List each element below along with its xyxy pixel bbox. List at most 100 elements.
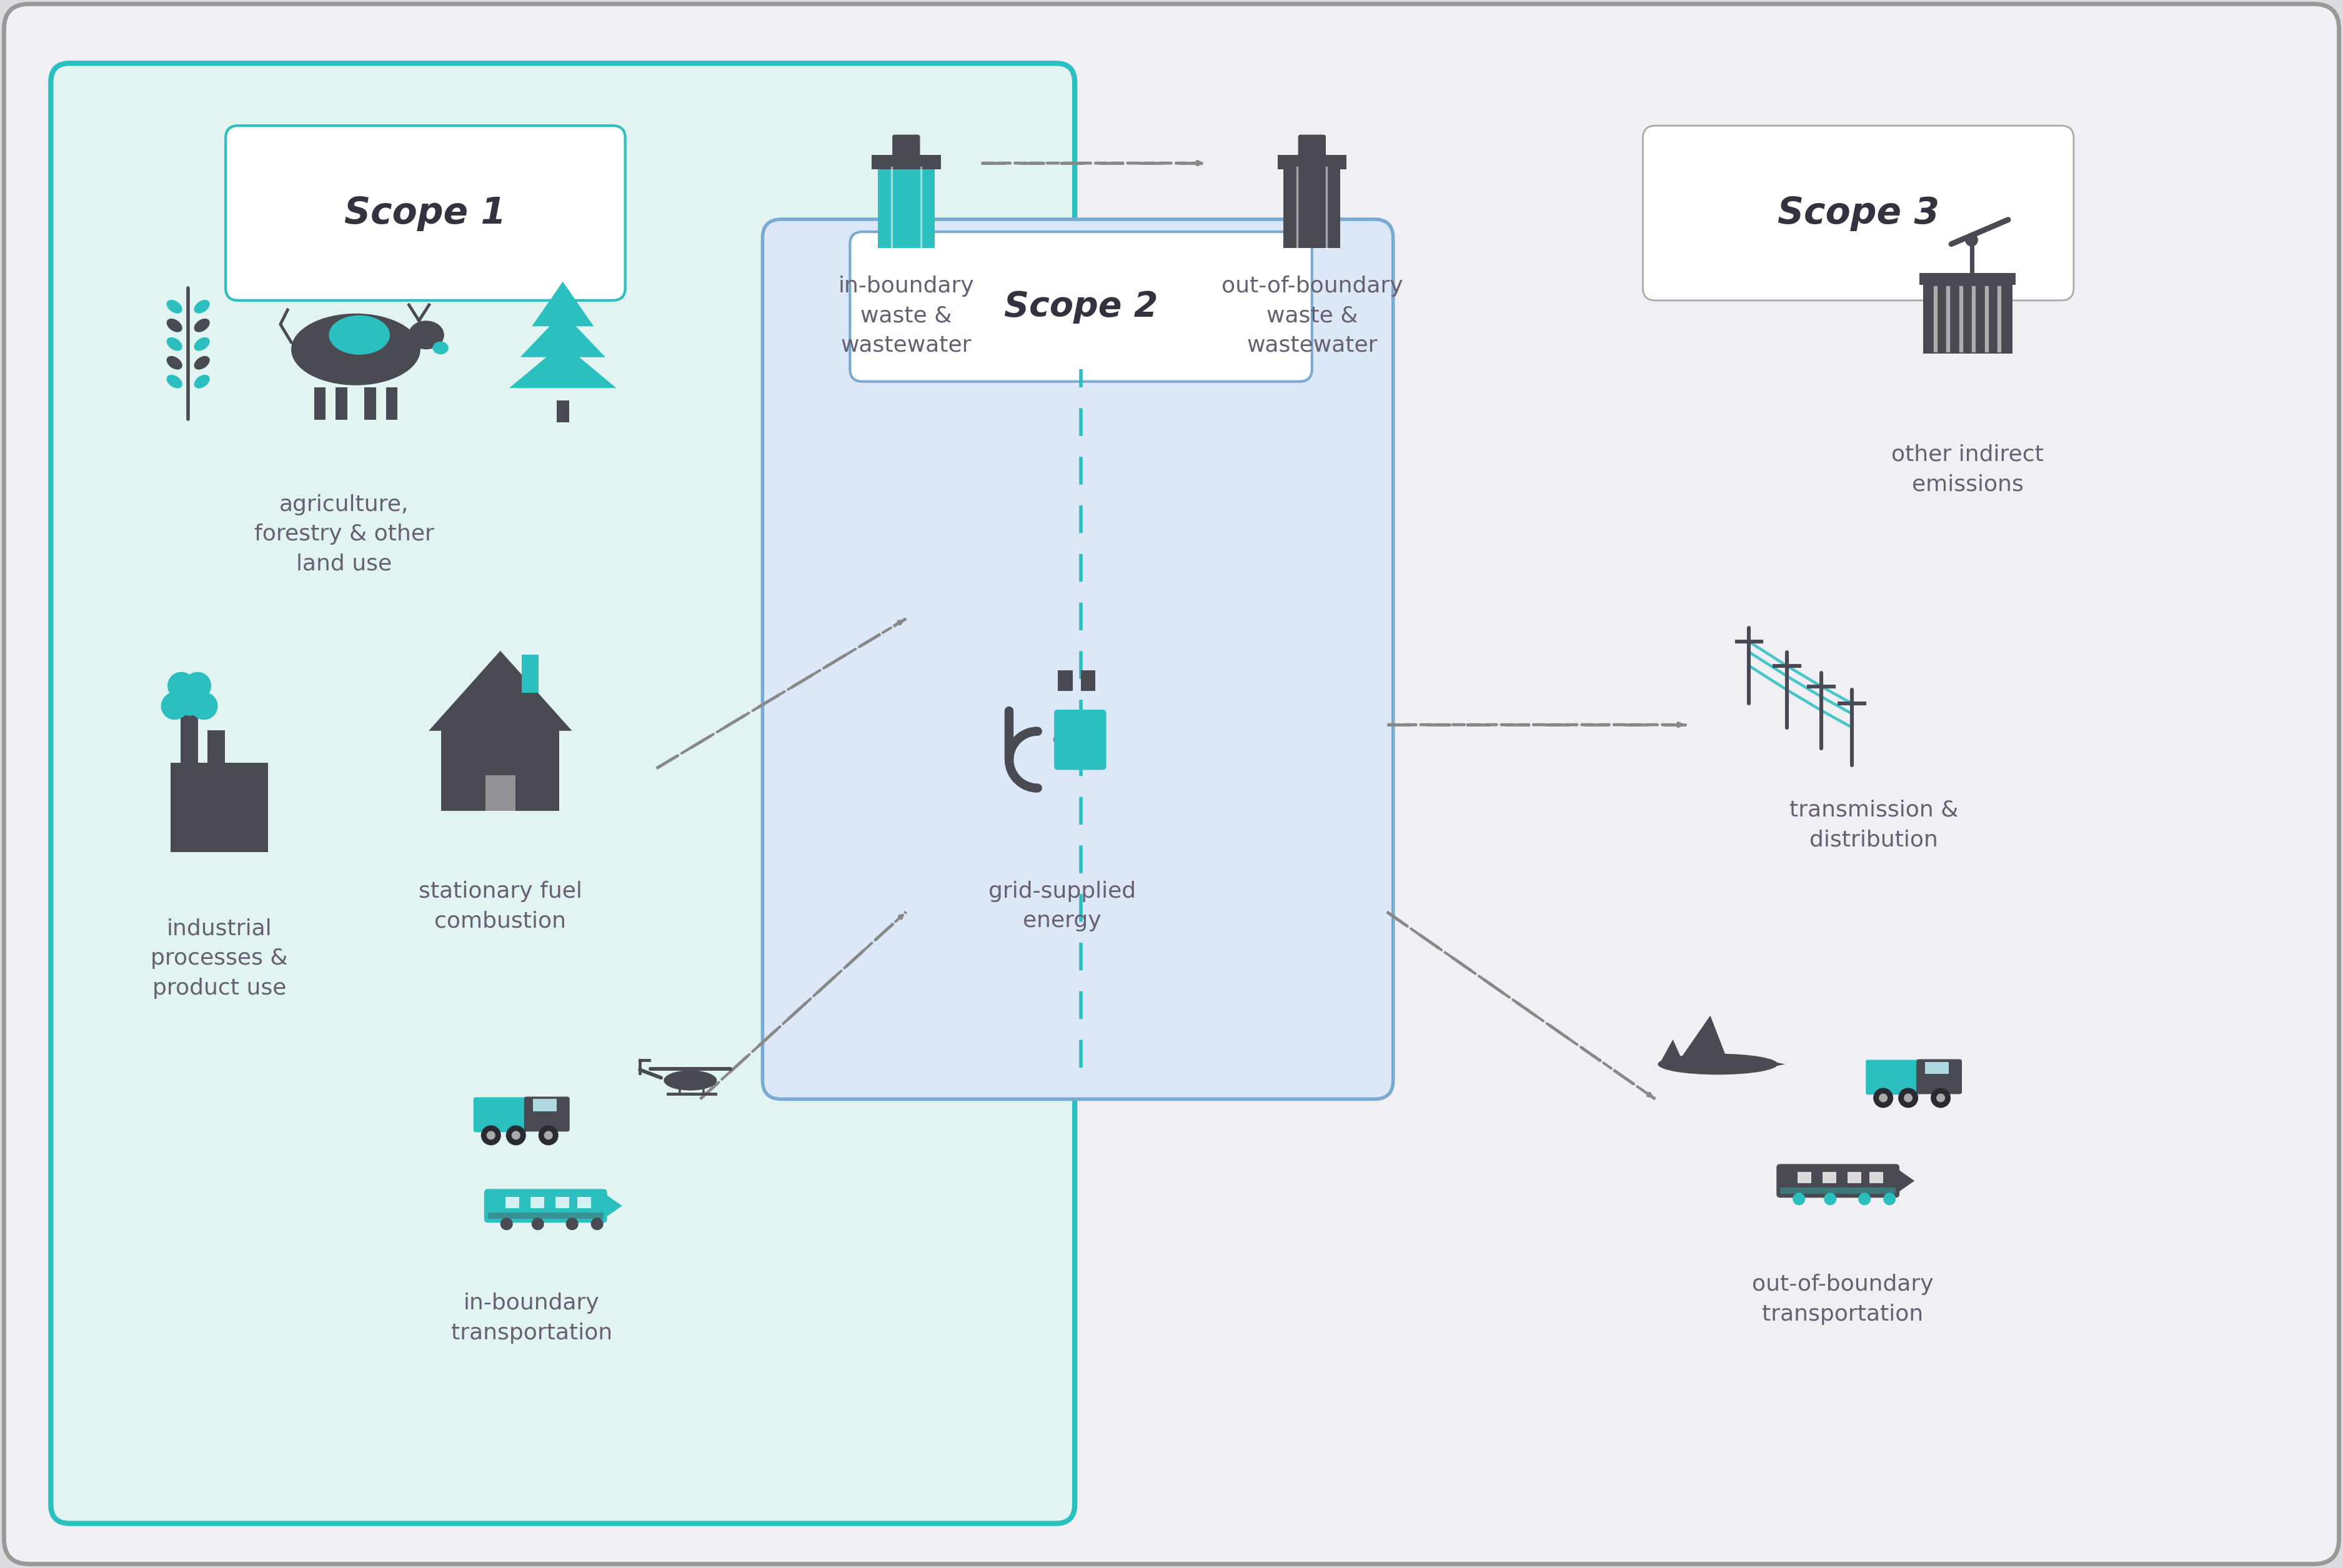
Text: grid-supplied
energy: grid-supplied energy	[989, 881, 1136, 931]
Text: out-of-boundary
waste &
wastewater: out-of-boundary waste & wastewater	[1221, 276, 1403, 356]
FancyBboxPatch shape	[761, 220, 1394, 1099]
FancyBboxPatch shape	[1776, 1163, 1900, 1198]
Bar	[440, 726, 560, 811]
Circle shape	[1935, 1093, 1945, 1102]
Bar	[335, 387, 347, 420]
Ellipse shape	[194, 356, 211, 370]
Circle shape	[1879, 1093, 1888, 1102]
FancyBboxPatch shape	[5, 5, 2338, 1563]
Ellipse shape	[194, 318, 211, 332]
FancyBboxPatch shape	[225, 125, 626, 301]
FancyBboxPatch shape	[1642, 125, 2074, 301]
Text: in-boundary
transportation: in-boundary transportation	[450, 1292, 612, 1344]
FancyBboxPatch shape	[525, 1096, 569, 1132]
Polygon shape	[508, 343, 616, 387]
Ellipse shape	[328, 315, 389, 354]
Text: Scope 3: Scope 3	[1778, 196, 1940, 230]
Bar	[506, 1196, 520, 1209]
Circle shape	[511, 1131, 520, 1140]
Bar	[1919, 273, 2015, 285]
Polygon shape	[532, 282, 593, 326]
Bar	[171, 762, 267, 851]
Bar	[555, 1196, 569, 1209]
Polygon shape	[604, 1193, 623, 1218]
Bar	[206, 731, 225, 771]
Circle shape	[183, 673, 211, 699]
Bar	[872, 155, 940, 169]
Bar	[366, 387, 375, 420]
Ellipse shape	[166, 318, 183, 332]
Ellipse shape	[663, 1071, 717, 1090]
Bar	[558, 400, 569, 422]
Circle shape	[501, 1218, 513, 1231]
Ellipse shape	[1659, 1054, 1778, 1074]
Text: in-boundary
waste &
wastewater: in-boundary waste & wastewater	[839, 276, 975, 356]
Ellipse shape	[166, 356, 183, 370]
Bar	[180, 713, 199, 762]
Bar	[1781, 1187, 1895, 1193]
FancyBboxPatch shape	[893, 135, 921, 157]
Circle shape	[480, 1126, 501, 1145]
FancyBboxPatch shape	[1284, 168, 1340, 248]
Bar	[1080, 671, 1094, 691]
Bar	[487, 1212, 604, 1218]
Ellipse shape	[194, 299, 211, 314]
Bar	[576, 1196, 590, 1209]
Circle shape	[487, 1131, 494, 1140]
Circle shape	[1823, 1193, 1837, 1206]
FancyBboxPatch shape	[851, 232, 1312, 381]
Circle shape	[162, 691, 187, 720]
Circle shape	[1931, 1088, 1952, 1109]
Circle shape	[190, 691, 218, 720]
FancyBboxPatch shape	[1054, 710, 1106, 770]
Circle shape	[532, 1218, 544, 1231]
Circle shape	[544, 1131, 553, 1140]
Circle shape	[539, 1126, 558, 1145]
Bar	[532, 1099, 558, 1112]
Text: Scope 1: Scope 1	[344, 196, 506, 230]
Polygon shape	[1767, 1060, 1785, 1068]
Bar	[522, 655, 539, 693]
FancyBboxPatch shape	[1865, 1060, 1919, 1094]
Circle shape	[1874, 1088, 1893, 1109]
Circle shape	[1792, 1193, 1804, 1206]
Bar	[530, 1196, 544, 1209]
Polygon shape	[520, 312, 604, 358]
Bar	[1277, 155, 1347, 169]
Text: transmission &
distribution: transmission & distribution	[1790, 800, 1959, 850]
Bar	[485, 776, 515, 811]
Circle shape	[1884, 1193, 1895, 1206]
Bar	[1797, 1173, 1811, 1184]
Text: out-of-boundary
transportation: out-of-boundary transportation	[1753, 1273, 1933, 1325]
FancyBboxPatch shape	[485, 1189, 607, 1223]
Text: agriculture,
forestry & other
land use: agriculture, forestry & other land use	[255, 494, 433, 574]
Bar	[1924, 285, 2013, 354]
Ellipse shape	[433, 342, 448, 354]
Text: stationary fuel
combustion: stationary fuel combustion	[419, 881, 581, 931]
Bar	[1870, 1173, 1884, 1184]
Circle shape	[590, 1218, 604, 1231]
Bar	[1823, 1173, 1837, 1184]
Circle shape	[166, 673, 194, 699]
FancyBboxPatch shape	[1298, 135, 1326, 157]
Ellipse shape	[166, 375, 183, 389]
Ellipse shape	[194, 375, 211, 389]
Bar	[1926, 1062, 1949, 1074]
Ellipse shape	[291, 314, 419, 386]
Bar	[1059, 671, 1073, 691]
Circle shape	[506, 1126, 525, 1145]
FancyBboxPatch shape	[52, 63, 1075, 1524]
Circle shape	[567, 1218, 579, 1231]
Polygon shape	[1895, 1168, 1914, 1193]
Polygon shape	[1659, 1040, 1685, 1065]
Bar	[387, 387, 398, 420]
Circle shape	[1898, 1088, 1919, 1109]
FancyBboxPatch shape	[879, 168, 935, 248]
Ellipse shape	[194, 337, 211, 351]
Circle shape	[1858, 1193, 1870, 1206]
Text: Scope 2: Scope 2	[1005, 290, 1157, 323]
Polygon shape	[1678, 1016, 1729, 1065]
Polygon shape	[429, 651, 572, 731]
Circle shape	[1905, 1093, 1912, 1102]
Bar	[1849, 1173, 1860, 1184]
